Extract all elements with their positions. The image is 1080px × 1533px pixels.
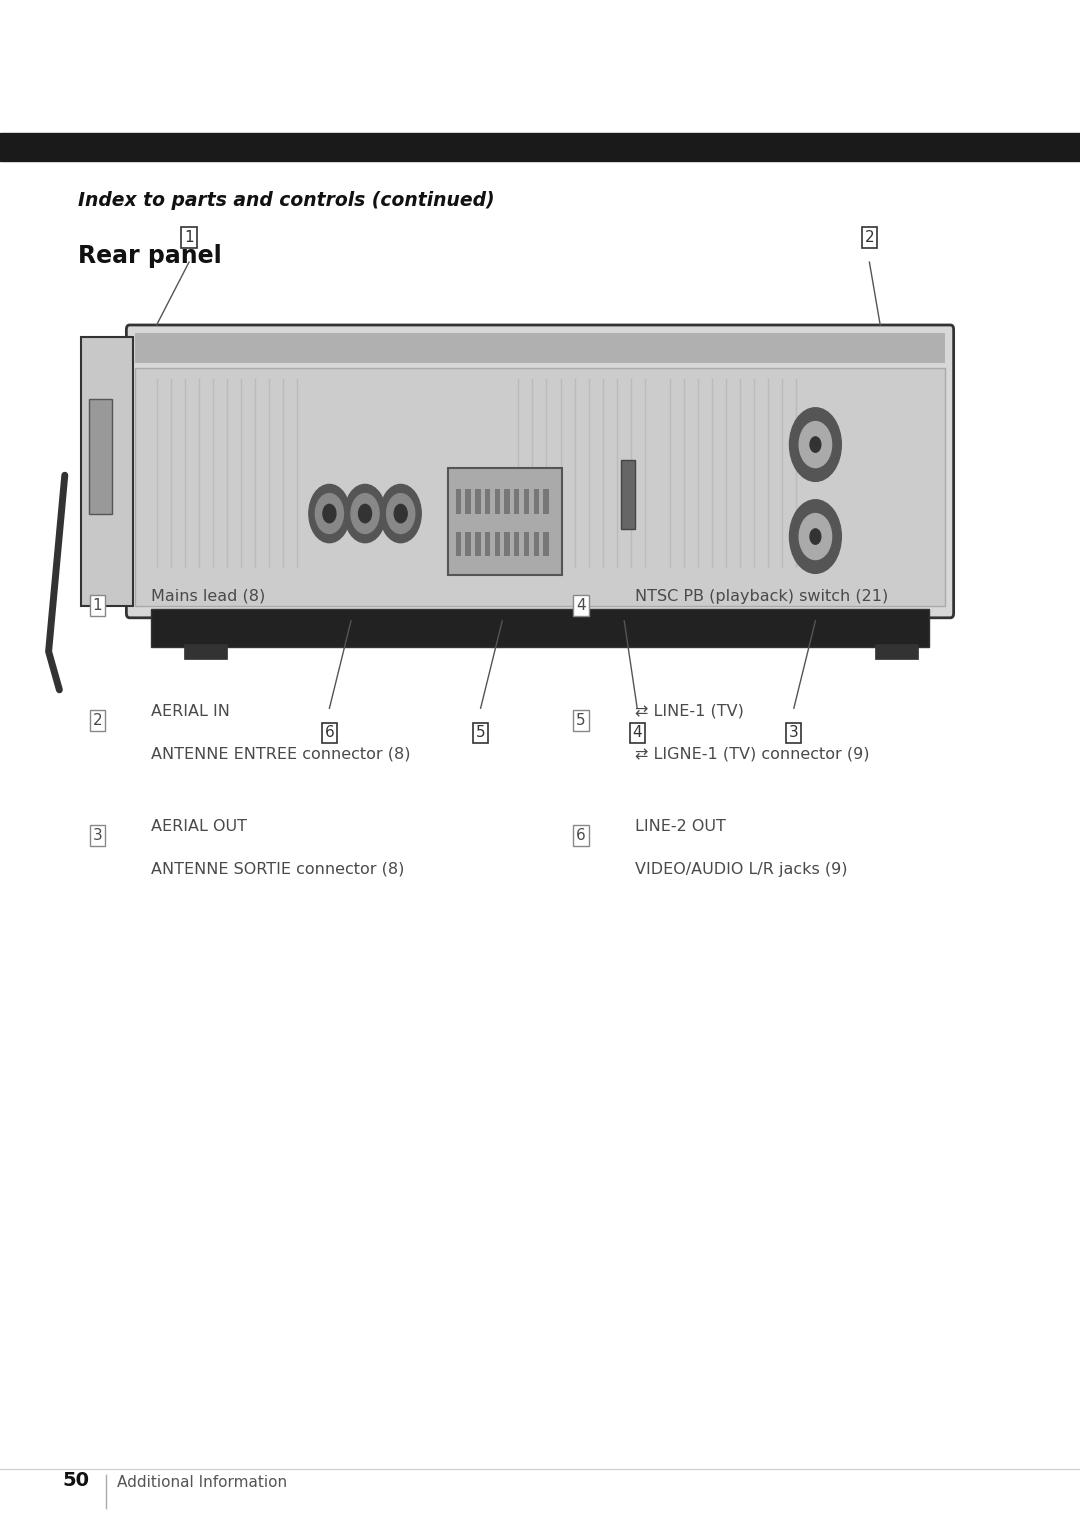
Text: 6: 6 xyxy=(576,828,586,843)
Text: ANTENNE SORTIE connector (8): ANTENNE SORTIE connector (8) xyxy=(151,862,405,877)
Bar xyxy=(475,532,481,556)
Bar xyxy=(0,133,1080,161)
Bar xyxy=(475,489,481,514)
Text: Index to parts and controls (continued): Index to parts and controls (continued) xyxy=(78,192,495,210)
Bar xyxy=(534,532,539,556)
Bar xyxy=(456,532,461,556)
Text: ⇄ LINE-1 (TV): ⇄ LINE-1 (TV) xyxy=(635,704,744,719)
Circle shape xyxy=(345,484,386,543)
Circle shape xyxy=(394,504,407,523)
Bar xyxy=(81,337,133,606)
Circle shape xyxy=(359,504,372,523)
Circle shape xyxy=(789,408,841,481)
Bar xyxy=(534,489,539,514)
Text: ⇄ LIGNE-1 (TV) connector (9): ⇄ LIGNE-1 (TV) connector (9) xyxy=(635,747,869,762)
Bar xyxy=(184,644,227,659)
Circle shape xyxy=(810,437,821,452)
Bar xyxy=(514,489,519,514)
Text: Rear panel: Rear panel xyxy=(78,244,221,268)
Bar xyxy=(543,532,549,556)
Bar xyxy=(524,489,529,514)
Bar xyxy=(485,532,490,556)
Circle shape xyxy=(799,514,832,560)
Text: 5: 5 xyxy=(577,713,585,728)
Bar xyxy=(543,489,549,514)
Text: Mains lead (8): Mains lead (8) xyxy=(151,589,266,604)
Text: AERIAL IN: AERIAL IN xyxy=(151,704,230,719)
Bar xyxy=(135,368,945,606)
Text: 50: 50 xyxy=(63,1472,90,1490)
Text: 5: 5 xyxy=(476,725,485,740)
Text: 6: 6 xyxy=(324,725,335,740)
Circle shape xyxy=(323,504,336,523)
Bar xyxy=(514,532,519,556)
Circle shape xyxy=(380,484,421,543)
Text: VIDEO/AUDIO L/R jacks (9): VIDEO/AUDIO L/R jacks (9) xyxy=(635,862,848,877)
Bar xyxy=(151,609,929,647)
Text: Additional Information: Additional Information xyxy=(117,1475,287,1490)
Text: NTSC PB (playback) switch (21): NTSC PB (playback) switch (21) xyxy=(635,589,888,604)
Bar xyxy=(456,489,461,514)
Text: 3: 3 xyxy=(788,725,799,740)
Text: ANTENNE ENTREE connector (8): ANTENNE ENTREE connector (8) xyxy=(151,747,410,762)
Bar xyxy=(524,532,529,556)
Bar xyxy=(448,468,562,575)
Text: 1: 1 xyxy=(185,230,193,245)
Bar xyxy=(504,532,510,556)
Text: 2: 2 xyxy=(93,713,102,728)
Text: 1: 1 xyxy=(93,598,102,613)
Bar xyxy=(485,489,490,514)
Bar xyxy=(135,333,945,363)
Circle shape xyxy=(387,494,415,533)
Bar xyxy=(621,460,635,529)
Text: 2: 2 xyxy=(865,230,874,245)
FancyBboxPatch shape xyxy=(126,325,954,618)
Text: LINE-2 OUT: LINE-2 OUT xyxy=(635,819,726,834)
Circle shape xyxy=(351,494,379,533)
Circle shape xyxy=(309,484,350,543)
Bar xyxy=(504,489,510,514)
Circle shape xyxy=(799,422,832,468)
Circle shape xyxy=(789,500,841,573)
Text: 4: 4 xyxy=(577,598,585,613)
Text: 3: 3 xyxy=(92,828,103,843)
Text: 4: 4 xyxy=(633,725,642,740)
Circle shape xyxy=(810,529,821,544)
Bar xyxy=(875,644,918,659)
Text: AERIAL OUT: AERIAL OUT xyxy=(151,819,247,834)
Circle shape xyxy=(315,494,343,533)
Bar xyxy=(465,489,471,514)
Bar xyxy=(89,399,112,514)
Bar xyxy=(465,532,471,556)
Bar xyxy=(495,532,500,556)
Bar xyxy=(495,489,500,514)
